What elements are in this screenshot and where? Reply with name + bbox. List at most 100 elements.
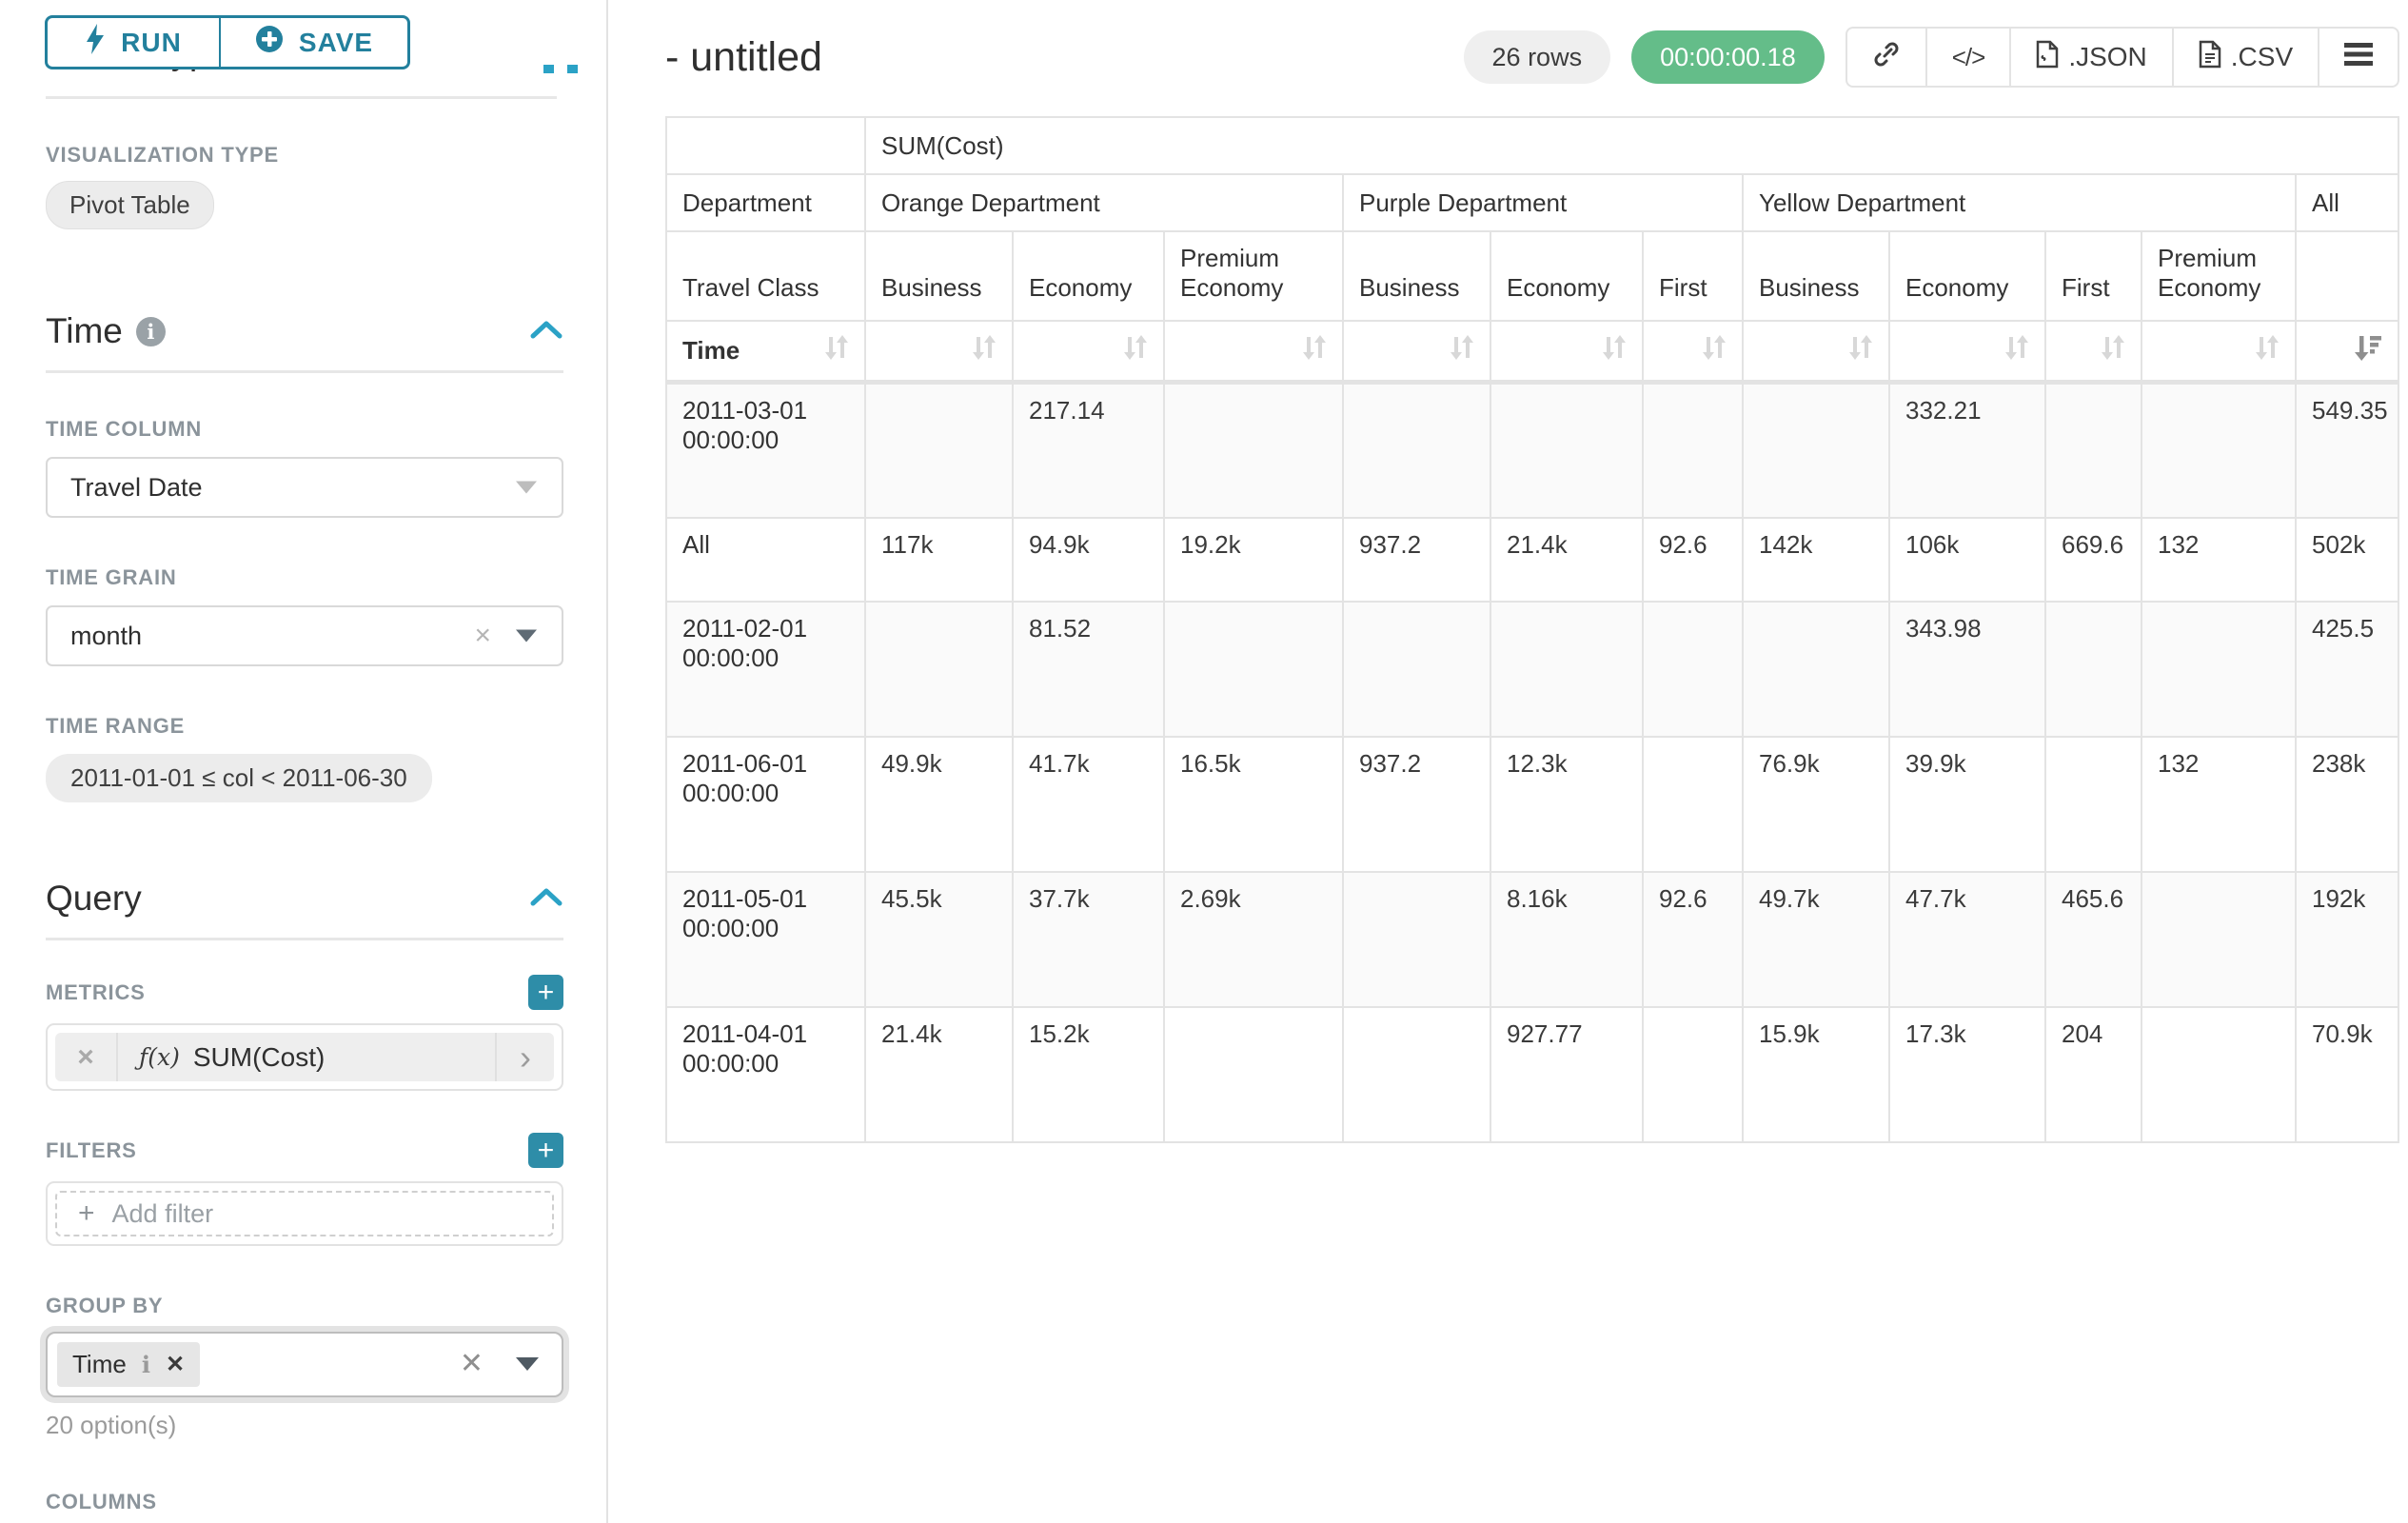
hamburger-menu-icon bbox=[2344, 42, 2374, 72]
table-row: 2011-02-01 00:00:00 81.52 343.98 425.5 bbox=[665, 600, 2400, 738]
pivot-cell: 132 bbox=[2141, 516, 2297, 603]
travel-class-header: Economy bbox=[1888, 230, 2046, 322]
column-sort-header[interactable] bbox=[1888, 320, 2046, 385]
pivot-cell: 19.2k bbox=[1163, 516, 1344, 603]
time-range-chip[interactable]: 2011-01-01 ≤ col < 2011-06-30 bbox=[46, 754, 432, 802]
travel-class-header: Business bbox=[1742, 230, 1890, 322]
pivot-cell bbox=[1163, 381, 1344, 519]
sort-descending-icon[interactable] bbox=[2354, 333, 2382, 368]
column-sort-header-active[interactable] bbox=[2294, 320, 2400, 385]
sort-icon[interactable] bbox=[2100, 333, 2125, 368]
add-filter-plus-button[interactable]: + bbox=[528, 1133, 563, 1168]
pivot-cell: 238k bbox=[2294, 735, 2400, 873]
section-divider bbox=[46, 370, 563, 373]
export-csv-button[interactable]: .CSV bbox=[2174, 29, 2320, 86]
pivot-cell: 937.2 bbox=[1342, 516, 1491, 603]
group-by-select[interactable]: Time i ✕ ✕ bbox=[46, 1332, 563, 1397]
action-buttons: RUN SAVE bbox=[45, 15, 410, 69]
export-json-button[interactable]: .JSON bbox=[2011, 29, 2174, 86]
collapse-chevron-icon[interactable] bbox=[529, 886, 563, 912]
file-icon bbox=[2199, 40, 2221, 75]
visualization-type-chip[interactable]: Pivot Table bbox=[46, 181, 214, 229]
add-metric-button[interactable]: + bbox=[528, 975, 563, 1010]
travel-class-header: First bbox=[1642, 230, 1744, 322]
row-count-badge: 26 rows bbox=[1463, 30, 1611, 84]
pivot-cell: 12.3k bbox=[1490, 735, 1644, 873]
metric-item[interactable]: × ƒ(x) SUM(Cost) › bbox=[55, 1033, 554, 1081]
column-sort-header[interactable] bbox=[1642, 320, 1744, 385]
clear-icon[interactable]: × bbox=[474, 620, 491, 651]
sort-icon[interactable] bbox=[2254, 333, 2280, 368]
query-section-heading: Query bbox=[46, 879, 563, 919]
more-menu-button[interactable] bbox=[2319, 29, 2398, 86]
info-icon[interactable]: i bbox=[141, 1351, 150, 1378]
pivot-cell: 2.69k bbox=[1163, 870, 1344, 1008]
sort-icon[interactable] bbox=[1847, 333, 1873, 368]
column-sort-header[interactable] bbox=[2141, 320, 2297, 385]
row-header: 2011-02-01 00:00:00 bbox=[665, 600, 866, 738]
chart-type-collapse-chevron-icon[interactable] bbox=[567, 65, 578, 73]
pivot-cell bbox=[1642, 735, 1744, 873]
collapse-chevron-icon[interactable] bbox=[529, 319, 563, 345]
sort-icon[interactable] bbox=[1122, 333, 1148, 368]
chart-type-collapse-chevron-icon[interactable] bbox=[543, 65, 554, 73]
row-header: 2011-03-01 00:00:00 bbox=[665, 381, 866, 519]
row-header: 2011-06-01 00:00:00 bbox=[665, 735, 866, 873]
column-sort-header[interactable] bbox=[864, 320, 1014, 385]
column-sort-header[interactable] bbox=[1012, 320, 1165, 385]
chevron-down-icon[interactable] bbox=[516, 629, 537, 643]
group-by-tag[interactable]: Time i ✕ bbox=[57, 1342, 201, 1387]
sort-icon[interactable] bbox=[971, 333, 997, 368]
time-grain-select[interactable]: month × bbox=[46, 605, 563, 666]
pivot-cell bbox=[1642, 600, 1744, 738]
travel-class-header: Premium Economy bbox=[1163, 230, 1344, 322]
share-link-button[interactable] bbox=[1847, 29, 1927, 86]
pivot-cell bbox=[1742, 600, 1890, 738]
pivot-cell: 425.5 bbox=[2294, 600, 2400, 738]
metric-body[interactable]: ƒ(x) SUM(Cost) bbox=[118, 1033, 495, 1081]
add-filter-button[interactable]: + Add filter bbox=[55, 1191, 554, 1236]
sort-icon[interactable] bbox=[1701, 333, 1727, 368]
pivot-cell: 549.35 bbox=[2294, 381, 2400, 519]
time-grain-value: month bbox=[70, 621, 143, 650]
column-sort-header[interactable] bbox=[1342, 320, 1491, 385]
clear-all-icon[interactable]: ✕ bbox=[459, 1348, 484, 1379]
run-button[interactable]: RUN bbox=[45, 15, 220, 69]
column-sort-header[interactable] bbox=[1163, 320, 1344, 385]
save-button[interactable]: SAVE bbox=[220, 15, 410, 69]
time-sort-header[interactable]: Time bbox=[665, 320, 866, 385]
column-sort-header[interactable] bbox=[1742, 320, 1890, 385]
section-divider bbox=[46, 938, 563, 940]
pivot-cell bbox=[2044, 600, 2142, 738]
pivot-cell: 117k bbox=[864, 516, 1014, 603]
pivot-cell: 106k bbox=[1888, 516, 2046, 603]
sort-icon[interactable] bbox=[1449, 333, 1474, 368]
pivot-cell: 17.3k bbox=[1888, 1005, 2046, 1143]
remove-metric-icon[interactable]: × bbox=[55, 1033, 118, 1081]
chevron-right-icon[interactable]: › bbox=[495, 1033, 554, 1081]
add-filter-label: Add filter bbox=[111, 1198, 214, 1228]
pivot-cell bbox=[2141, 381, 2297, 519]
row-header: 2011-04-01 00:00:00 bbox=[665, 1005, 866, 1143]
sort-icon[interactable] bbox=[823, 333, 849, 368]
sort-icon[interactable] bbox=[1301, 333, 1327, 368]
view-query-button[interactable]: </> bbox=[1927, 29, 2012, 86]
remove-tag-icon[interactable]: ✕ bbox=[165, 1352, 186, 1377]
pivot-cell bbox=[2044, 381, 2142, 519]
code-icon: </> bbox=[1951, 42, 1986, 71]
column-sort-header[interactable] bbox=[2044, 320, 2142, 385]
sort-icon[interactable] bbox=[2003, 333, 2029, 368]
group-by-options-note: 20 option(s) bbox=[46, 1411, 177, 1439]
sort-icon[interactable] bbox=[1601, 333, 1627, 368]
link-icon bbox=[1872, 40, 1901, 75]
time-column-select[interactable]: Travel Date bbox=[46, 457, 563, 518]
function-icon: ƒ(x) bbox=[139, 1043, 180, 1071]
column-sort-header[interactable] bbox=[1490, 320, 1644, 385]
pivot-cell: 192k bbox=[2294, 870, 2400, 1008]
pivot-cell: 142k bbox=[1742, 516, 1890, 603]
info-icon[interactable]: i bbox=[135, 316, 166, 346]
chevron-down-icon[interactable] bbox=[516, 481, 537, 494]
chevron-down-icon[interactable] bbox=[516, 1357, 539, 1371]
metrics-label: METRICS bbox=[46, 979, 146, 1004]
columns-label: COLUMNS bbox=[46, 1490, 157, 1513]
